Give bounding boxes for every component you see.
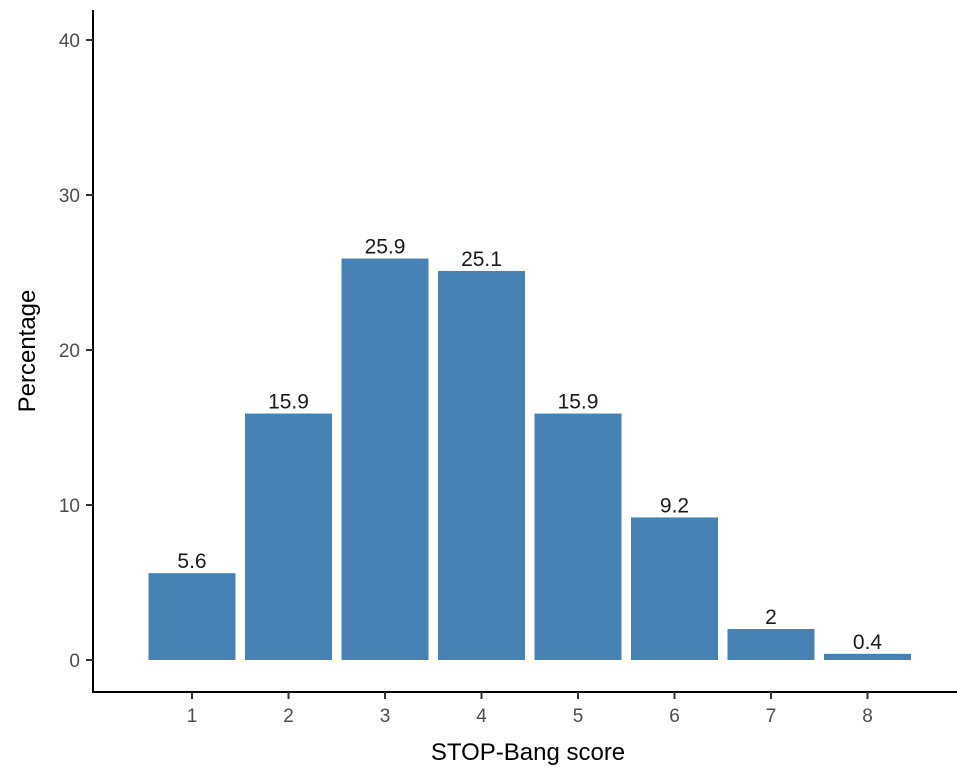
x-axis-title: STOP-Bang score: [431, 739, 625, 766]
bar-labels-group: 5.6 15.9 25.9 25.1 15.9 9.2 2 0.4: [177, 236, 882, 654]
bar-value-label-6: 9.2: [660, 494, 689, 517]
bar-7: [727, 629, 815, 660]
y-tick-label-0: 0: [69, 651, 80, 672]
x-tick-label-5: 5: [573, 706, 584, 727]
bar-3: [341, 258, 429, 660]
x-tick-label-3: 3: [380, 706, 391, 727]
x-tick-label-1: 1: [187, 706, 198, 727]
bar-value-label-2: 15.9: [268, 391, 309, 414]
bar-4: [438, 270, 525, 660]
y-tick-label-30: 30: [59, 186, 80, 207]
y-axis: 0 10 20 30 40: [59, 10, 94, 692]
x-axis: 1 2 3 4 5 6 7 8: [92, 691, 957, 727]
bar-value-label-3: 25.9: [365, 236, 406, 259]
bar-2: [245, 413, 332, 660]
x-tick-label-2: 2: [283, 706, 294, 727]
bar-5: [534, 413, 622, 660]
bar-value-label-4: 25.1: [461, 248, 502, 271]
bar-value-label-8: 0.4: [853, 631, 883, 654]
y-tick-label-40: 40: [59, 31, 80, 52]
y-tick-label-10: 10: [59, 496, 80, 517]
bars-group: [148, 258, 911, 660]
x-tick-label-4: 4: [476, 706, 487, 727]
bar-value-label-7: 2: [765, 606, 777, 629]
bar-8: [824, 653, 911, 660]
bar-value-label-5: 15.9: [558, 391, 599, 414]
bar-6: [631, 517, 718, 660]
x-tick-label-6: 6: [669, 706, 680, 727]
bar-1: [148, 573, 236, 660]
y-axis-title: Percentage: [14, 290, 41, 413]
y-tick-label-20: 20: [59, 341, 80, 362]
bar-value-label-1: 5.6: [177, 550, 206, 573]
x-tick-label-8: 8: [862, 706, 873, 727]
x-tick-label-7: 7: [766, 706, 777, 727]
